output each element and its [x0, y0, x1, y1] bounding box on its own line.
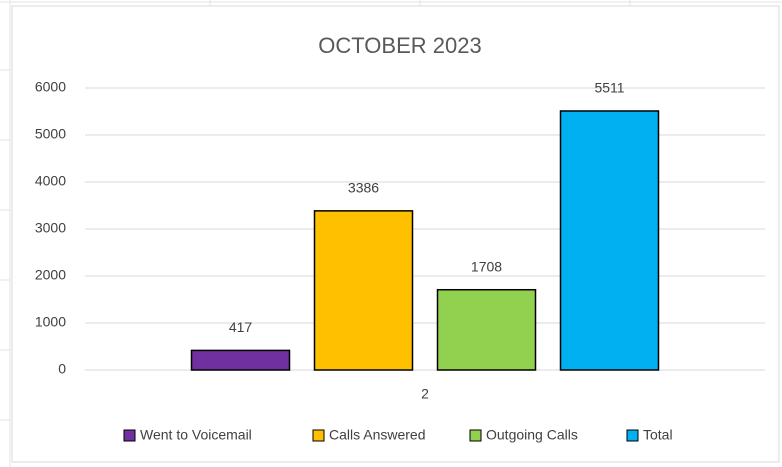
chart-title: OCTOBER 2023 [318, 33, 481, 58]
bar [436, 288, 537, 371]
data-label: 5511 [594, 80, 624, 96]
y-tick-label: 1000 [35, 314, 66, 330]
legend-swatch [312, 429, 325, 442]
legend-swatch [626, 429, 639, 442]
legend-label: Total [643, 427, 673, 443]
legend-label: Calls Answered [329, 427, 426, 443]
y-tick-label: 3000 [35, 220, 66, 236]
y-tick-label: 2000 [35, 267, 66, 283]
legend-swatch [469, 429, 482, 442]
legend-label: Outgoing Calls [486, 427, 578, 443]
legend-label: Went to Voicemail [140, 427, 252, 443]
data-label: 1708 [471, 258, 502, 274]
bar [190, 349, 291, 371]
y-tick-label: 5000 [35, 126, 66, 142]
y-tick-label: 0 [58, 361, 66, 377]
y-tick-label: 6000 [35, 79, 66, 95]
data-label: 417 [229, 319, 253, 335]
x-tick-label: 2 [421, 386, 429, 402]
data-label: 3386 [348, 180, 379, 196]
bar [559, 110, 660, 371]
legend-swatch [123, 429, 136, 442]
y-tick-label: 4000 [35, 173, 66, 189]
bar [313, 210, 414, 371]
